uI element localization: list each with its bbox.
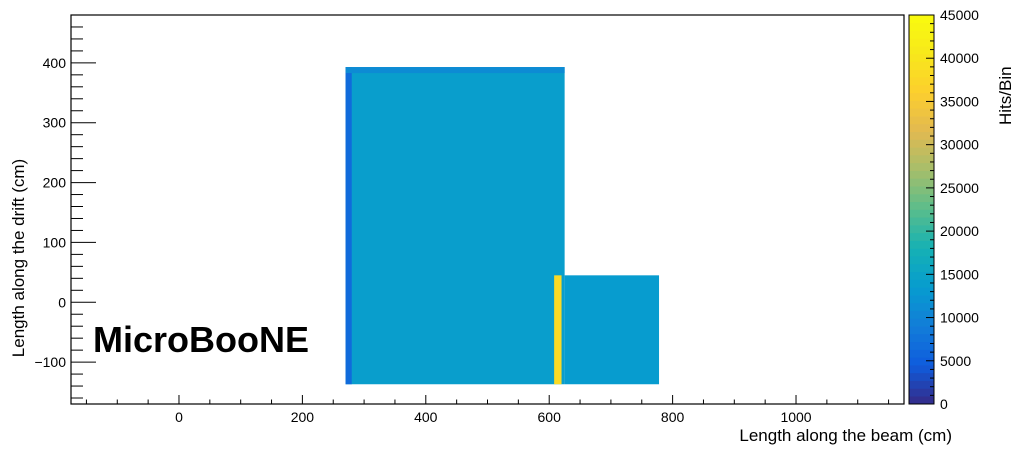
colorbar-band [909, 263, 934, 273]
colorbar-band [909, 170, 934, 179]
colorbar-band [909, 45, 934, 55]
colorbar-tick-label: 25000 [940, 180, 979, 196]
colorbar-band [909, 380, 934, 389]
colorbar-tick-label: 30000 [940, 137, 979, 153]
colorbar-band [909, 76, 934, 86]
y-tick-label: 200 [43, 175, 67, 191]
colorbar-band [909, 364, 934, 374]
colorbar-band [909, 232, 934, 241]
colorbar-frame [908, 14, 935, 405]
colorbar-band [909, 279, 934, 288]
colorbar-band [909, 69, 934, 78]
heatmap-region-top-edge-strip [345, 67, 565, 74]
colorbar-tick-label: 10000 [940, 310, 979, 326]
x-axis-title: Length along the beam (cm) [739, 426, 952, 445]
colorbar-band [909, 193, 934, 203]
colorbar-band [909, 185, 934, 195]
y-tick-label: 300 [43, 115, 67, 131]
x-tick-label: 1000 [780, 409, 811, 425]
x-tick-label: 0 [175, 409, 183, 425]
colorbar-band [909, 287, 934, 296]
colorbar-band [909, 372, 934, 381]
colorbar-band [909, 92, 934, 101]
x-tick-label: 400 [414, 409, 438, 425]
y-tick-label: −100 [34, 354, 66, 370]
colorbar-tick-label: 5000 [940, 353, 971, 369]
heatmap-region-hot-column [554, 275, 562, 385]
x-tick-label: 600 [538, 409, 562, 425]
y-tick-label: 100 [43, 234, 67, 250]
colorbar-band [909, 224, 934, 234]
colorbar-band [909, 388, 934, 397]
colorbar-band [909, 248, 934, 257]
colorbar-band [909, 294, 934, 304]
colorbar-band [909, 255, 934, 265]
heatmap-region-main-block [345, 67, 565, 385]
colorbar-band [909, 395, 934, 405]
colorbar-tick-label: 40000 [940, 50, 979, 66]
colorbar-band [909, 349, 934, 358]
colorbar-tick-label: 45000 [940, 7, 979, 23]
y-tick-label: 400 [43, 55, 67, 71]
y-axis-title: Length along the drift (cm) [9, 159, 28, 357]
colorbar-band [909, 61, 934, 70]
colorbar-band [909, 318, 934, 327]
colorbar-tick-label: 15000 [940, 266, 979, 282]
colorbar-band [909, 30, 934, 39]
experiment-watermark: MicroBooNE [93, 319, 309, 360]
x-axis: 0 200 400 600 800 1000 [85, 395, 890, 425]
colorbar-band [909, 333, 934, 343]
colorbar-band [909, 139, 934, 148]
heatmap-cells [345, 67, 660, 385]
x-tick-label: 200 [291, 409, 315, 425]
colorbar-tick-label: 20000 [940, 223, 979, 239]
colorbar-band [909, 22, 934, 31]
colorbar-band [909, 216, 934, 226]
colorbar-band [909, 154, 934, 164]
colorbar-band [909, 14, 934, 24]
colorbar-band [909, 84, 934, 94]
y-tick-label: 0 [58, 294, 66, 310]
colorbar-band [909, 115, 934, 125]
colorbar-band [909, 162, 934, 171]
colorbar-band [909, 53, 934, 62]
colorbar-tick-label: 35000 [940, 93, 979, 109]
colorbar-band [909, 123, 934, 132]
colorbar-band [909, 302, 934, 311]
colorbar-band [909, 38, 934, 47]
colorbar-band [909, 341, 934, 350]
colorbar-band [909, 310, 934, 319]
x-tick-label: 800 [661, 409, 685, 425]
y-axis: −100 0 100 200 300 400 [34, 14, 96, 399]
colorbar-band [909, 131, 934, 140]
colorbar-band [909, 100, 934, 109]
heatmap-region-left-edge-strip [345, 67, 352, 385]
colorbar-band [909, 201, 934, 210]
colorbar-tick-label: 0 [940, 396, 948, 412]
colorbar-band [909, 271, 934, 280]
colorbar-band [909, 240, 934, 249]
colorbar-band [909, 178, 934, 187]
colorbar: 0 5000 10000 15000 20000 25000 30000 35000 40000… [908, 7, 979, 412]
colorbar-band [909, 146, 934, 156]
colorbar-title: Hits/Bin [996, 66, 1014, 125]
colorbar-band [909, 108, 934, 117]
colorbar-band [909, 209, 934, 218]
colorbar-band [909, 325, 934, 335]
heatmap-region-lower-right-block [564, 275, 660, 385]
colorbar-band [909, 357, 934, 366]
